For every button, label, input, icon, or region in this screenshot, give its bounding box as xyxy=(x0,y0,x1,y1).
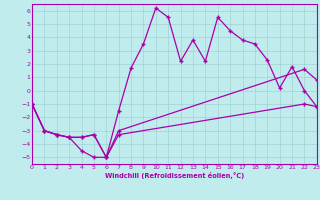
X-axis label: Windchill (Refroidissement éolien,°C): Windchill (Refroidissement éolien,°C) xyxy=(105,172,244,179)
